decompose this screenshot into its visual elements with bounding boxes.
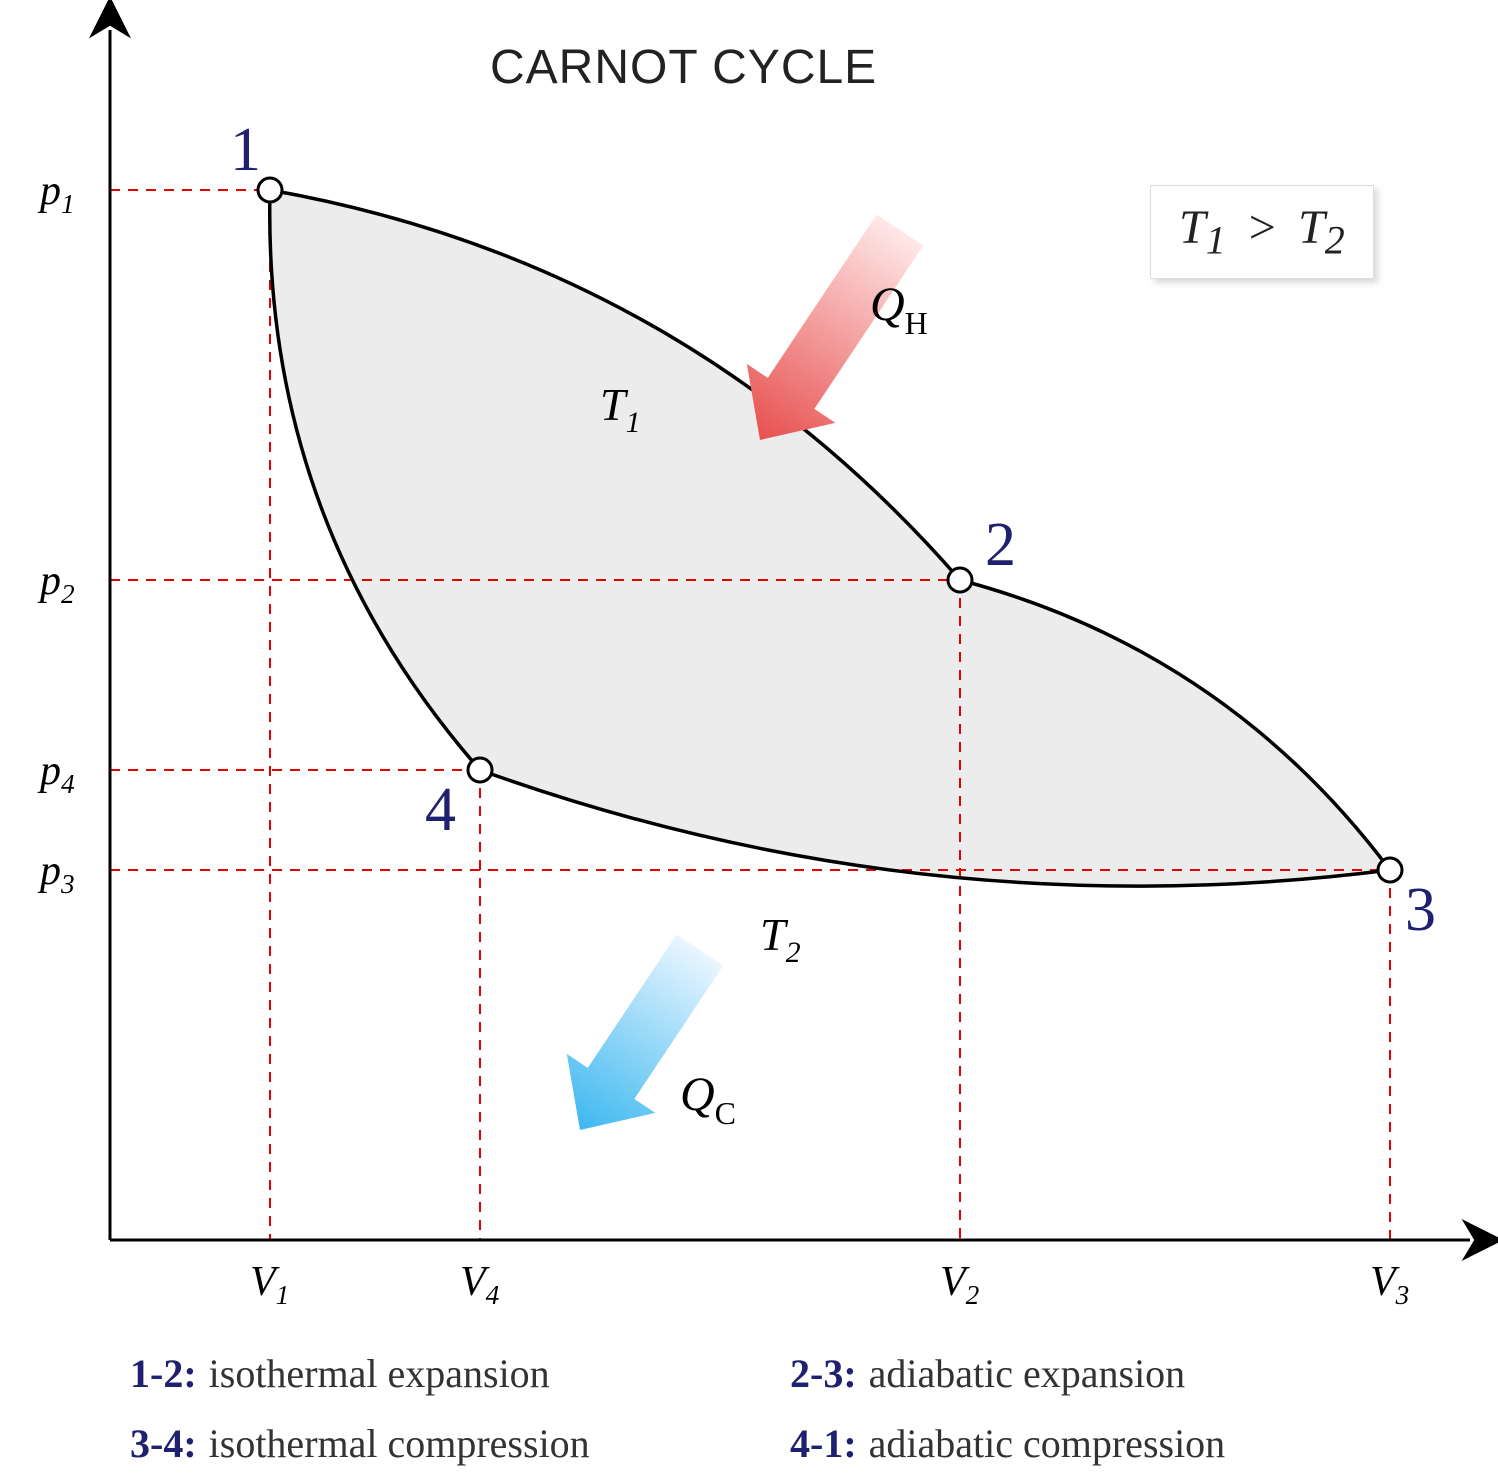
heat-label-QC: QC: [680, 1068, 736, 1131]
x-tick-p3: V3: [1370, 1259, 1409, 1310]
heat-label-QH: QH: [870, 278, 928, 341]
state-point-p1: [258, 178, 282, 202]
legend-desc: isothermal expansion: [209, 1350, 550, 1397]
legend-row-1-2: 1-2: isothermal expansion: [130, 1350, 550, 1397]
x-tick-p1: V1: [250, 1259, 289, 1310]
legend-key: 3-4:: [130, 1420, 197, 1467]
temp-T1: T1: [1179, 201, 1238, 254]
state-point-p4: [468, 758, 492, 782]
x-tick-p2: V2: [940, 1259, 980, 1310]
legend-row-3-4: 3-4: isothermal compression: [130, 1420, 590, 1467]
gt-sign: >: [1246, 201, 1278, 254]
legend-row-4-1: 4-1: adiabatic compression: [790, 1420, 1225, 1467]
y-tick-p4: p4: [37, 748, 75, 799]
state-label-p4: 4: [425, 776, 456, 844]
temp-T2: T2: [1298, 201, 1345, 254]
y-tick-p3: p3: [37, 848, 75, 899]
state-point-p2: [948, 568, 972, 592]
state-label-p3: 3: [1405, 876, 1436, 944]
diagram-title: CARNOT CYCLE: [490, 40, 877, 95]
x-tick-p4: V4: [460, 1259, 500, 1310]
legend-key: 1-2:: [130, 1350, 197, 1397]
legend-desc: isothermal compression: [209, 1420, 590, 1467]
isotherm-label-T2: T2: [760, 909, 801, 969]
legend-row-2-3: 2-3: adiabatic expansion: [790, 1350, 1185, 1397]
state-label-p1: 1: [230, 116, 261, 184]
legend-key: 2-3:: [790, 1350, 857, 1397]
legend-desc: adiabatic compression: [869, 1420, 1226, 1467]
state-point-p3: [1378, 858, 1402, 882]
legend-desc: adiabatic expansion: [869, 1350, 1186, 1397]
state-label-p2: 2: [985, 511, 1016, 579]
temperature-inequality-box: T1 > T2: [1150, 185, 1374, 279]
y-tick-p1: p1: [37, 168, 75, 219]
legend-key: 4-1:: [790, 1420, 857, 1467]
y-tick-p2: p2: [37, 558, 75, 609]
